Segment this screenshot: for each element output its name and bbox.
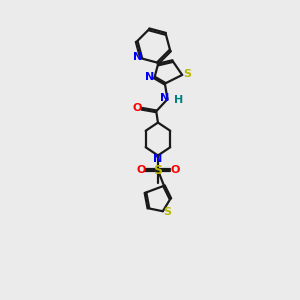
Text: S: S — [183, 69, 191, 79]
Text: N: N — [145, 72, 154, 82]
Text: N: N — [153, 154, 162, 164]
Text: S: S — [153, 164, 162, 177]
Text: O: O — [136, 165, 146, 175]
Text: H: H — [174, 95, 183, 105]
Text: N: N — [133, 52, 142, 62]
Text: N: N — [160, 93, 169, 103]
Text: O: O — [133, 103, 142, 113]
Text: S: S — [164, 207, 172, 217]
Text: O: O — [170, 165, 179, 175]
